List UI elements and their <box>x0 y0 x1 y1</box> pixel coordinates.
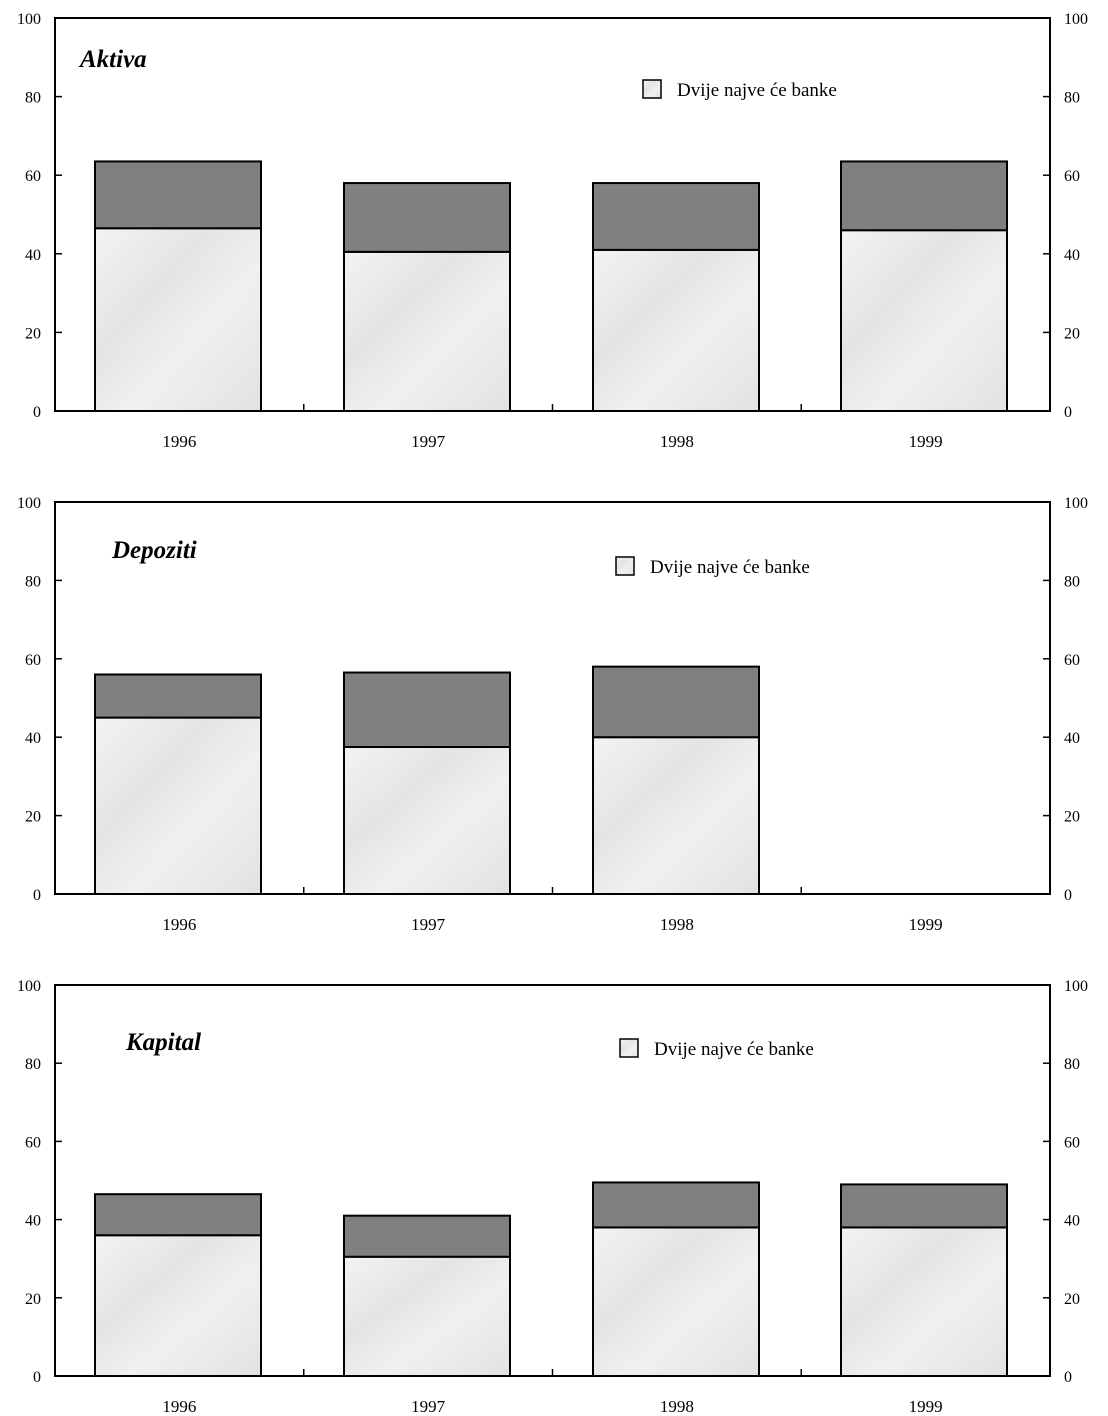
y-tick-label-left: 80 <box>25 1056 41 1073</box>
legend-swatch <box>619 1038 639 1058</box>
bar-segment-top <box>592 182 760 251</box>
y-tick-label-right: 100 <box>1064 495 1088 512</box>
y-tick-label-left: 20 <box>25 1291 41 1308</box>
y-tick-label-left: 40 <box>25 730 41 747</box>
x-tick-label: 1997 <box>411 1397 446 1416</box>
y-tick-label-right: 60 <box>1064 652 1080 669</box>
y-tick-label-left: 20 <box>25 325 41 342</box>
x-tick-label: 1998 <box>660 1397 694 1416</box>
x-tick-label: 1999 <box>909 915 943 934</box>
bar-segment-top <box>94 1193 262 1237</box>
legend-label: Dvije najve će banke <box>650 557 810 578</box>
x-tick-label: 1998 <box>660 432 694 451</box>
bar-segment-base <box>840 1226 1008 1378</box>
bar-segment-top <box>592 1181 760 1229</box>
y-tick-label-left: 100 <box>17 978 41 995</box>
bar-segment-base <box>592 736 760 896</box>
y-tick-label-left: 40 <box>25 1213 41 1230</box>
bar-segment-base <box>94 227 262 412</box>
y-tick-label-left: 60 <box>25 1134 41 1151</box>
y-tick-label-left: 40 <box>25 247 41 264</box>
y-tick-label-left: 20 <box>25 809 41 826</box>
chart-panel-aktiva: 0 0 20 20 40 40 60 60 80 80 100 100 1996 1997 1998 1999… <box>17 11 1088 451</box>
bar-segment-base <box>840 229 1008 412</box>
bar-segment-top <box>94 673 262 719</box>
x-tick-label: 1999 <box>909 1397 943 1416</box>
y-tick-label-right: 100 <box>1064 11 1088 28</box>
legend-swatch <box>615 556 635 576</box>
bar-segment-top <box>343 182 511 253</box>
legend-label: Dvije najve će banke <box>677 80 837 101</box>
y-tick-label-left: 0 <box>33 887 41 904</box>
bar-segment-base <box>343 250 511 412</box>
bar-segment-base <box>592 248 760 412</box>
y-tick-label-left: 60 <box>25 652 41 669</box>
y-tick-label-right: 40 <box>1064 1213 1080 1230</box>
bar-segment-base <box>94 716 262 895</box>
bar-segment-top <box>343 671 511 749</box>
y-tick-label-right: 0 <box>1064 1369 1072 1386</box>
legend-swatch <box>642 79 662 99</box>
y-tick-label-left: 80 <box>25 90 41 107</box>
y-tick-label-right: 60 <box>1064 168 1080 185</box>
y-tick-label-right: 20 <box>1064 809 1080 826</box>
bar-segment-top <box>840 160 1008 232</box>
y-tick-label-right: 80 <box>1064 573 1080 590</box>
bar-segment-top <box>840 1183 1008 1229</box>
x-tick-label: 1997 <box>411 432 446 451</box>
x-tick-label: 1996 <box>162 915 196 934</box>
y-tick-label-right: 60 <box>1064 1134 1080 1151</box>
y-tick-label-right: 80 <box>1064 1056 1080 1073</box>
y-tick-label-left: 0 <box>33 404 41 421</box>
y-tick-label-left: 60 <box>25 168 41 185</box>
y-tick-label-right: 20 <box>1064 1291 1080 1308</box>
y-tick-label-left: 0 <box>33 1369 41 1386</box>
bar-segment-top <box>94 160 262 230</box>
y-tick-label-left: 80 <box>25 573 41 590</box>
y-tick-label-left: 100 <box>17 11 41 28</box>
x-tick-label: 1996 <box>162 432 196 451</box>
bar-segment-base <box>343 746 511 895</box>
chart-panel-depoziti: 0 0 20 20 40 40 60 60 80 80 100 100 1996 1997 1998 1999… <box>17 495 1088 934</box>
x-tick-label: 1996 <box>162 1397 196 1416</box>
panel-title: Depoziti <box>111 537 197 564</box>
bar-segment-top <box>343 1214 511 1258</box>
bar-segment-base <box>94 1234 262 1377</box>
y-tick-label-right: 0 <box>1064 404 1072 421</box>
y-tick-label-right: 40 <box>1064 247 1080 264</box>
panel-title: Aktiva <box>78 46 147 73</box>
y-tick-label-left: 100 <box>17 495 41 512</box>
y-tick-label-right: 40 <box>1064 730 1080 747</box>
y-tick-label-right: 20 <box>1064 325 1080 342</box>
chart-panel-kapital: 0 0 20 20 40 40 60 60 80 80 100 100 1996 1997 1998 1999… <box>17 978 1088 1416</box>
legend-label: Dvije najve će banke <box>654 1039 814 1060</box>
y-tick-label-right: 80 <box>1064 90 1080 107</box>
bar-segment-base <box>343 1255 511 1377</box>
bar-segment-top <box>592 665 760 739</box>
bar-segment-base <box>592 1226 760 1378</box>
panel-title: Kapital <box>125 1029 201 1056</box>
x-tick-label: 1998 <box>660 915 694 934</box>
x-tick-label: 1999 <box>909 432 943 451</box>
x-tick-label: 1997 <box>411 915 446 934</box>
y-tick-label-right: 0 <box>1064 887 1072 904</box>
y-tick-label-right: 100 <box>1064 978 1088 995</box>
